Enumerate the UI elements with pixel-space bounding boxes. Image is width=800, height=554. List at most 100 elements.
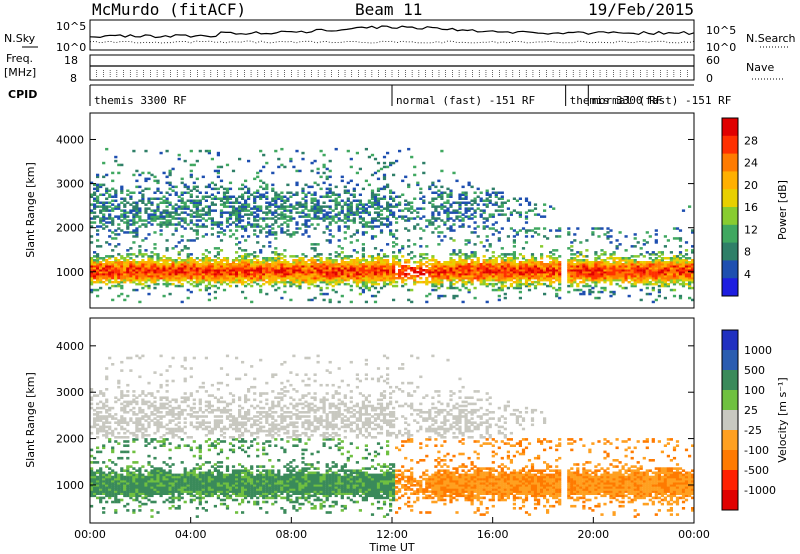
data-cell: [349, 157, 353, 161]
data-cell: [304, 274, 308, 278]
data-cell: [183, 261, 187, 264]
data-cell: [470, 251, 474, 254]
data-cell: [114, 509, 118, 512]
data-cell: [443, 265, 447, 268]
data-cell: [691, 269, 695, 272]
data-cell: [301, 215, 305, 218]
data-cell: [352, 249, 356, 252]
data-cell: [654, 272, 658, 276]
data-cell: [280, 231, 284, 234]
data-cell: [328, 175, 332, 179]
data-cell: [367, 221, 371, 224]
data-cell: [319, 272, 323, 276]
data-cell: [555, 263, 559, 266]
data-cell: [434, 197, 438, 200]
data-cell: [479, 213, 483, 216]
data-cell: [210, 272, 214, 276]
data-cell: [431, 257, 435, 260]
data-cell: [503, 255, 507, 258]
data-cell: [364, 286, 368, 290]
data-cell: [108, 235, 112, 238]
data-cell: [600, 261, 604, 264]
data-cell: [675, 272, 680, 276]
data-cell: [117, 253, 121, 256]
data-cell: [141, 282, 145, 286]
data-cell: [274, 149, 278, 153]
data-cell: [198, 203, 202, 206]
data-cell: [524, 221, 529, 224]
data-cell: [123, 263, 127, 266]
data-cell: [117, 259, 121, 262]
data-cell: [102, 473, 106, 477]
data-cell: [500, 288, 504, 292]
data-cell: [105, 276, 109, 280]
data-cell: [304, 219, 308, 222]
data-cell: [301, 278, 305, 282]
data-cell: [156, 278, 160, 282]
data-cell: [235, 243, 239, 246]
data-cell: [168, 272, 172, 276]
data-cell: [111, 274, 115, 278]
data-cell: [352, 269, 356, 272]
data-cell: [90, 225, 94, 228]
data-cell: [340, 265, 344, 268]
data-cell: [298, 272, 302, 276]
data-cell: [90, 263, 94, 266]
data-cell: [135, 261, 139, 264]
data-cell: [443, 267, 447, 270]
data-cell: [111, 195, 115, 198]
data-cell: [543, 215, 547, 218]
data-cell: [114, 278, 118, 282]
data-cell: [615, 239, 619, 242]
data-cell: [102, 429, 106, 433]
data-cell: [213, 284, 217, 288]
data-cell: [395, 195, 399, 198]
data-cell: [280, 276, 284, 280]
data-cell: [527, 269, 532, 272]
data-cell: [90, 181, 94, 185]
data-cell: [361, 278, 365, 282]
data-cell: [141, 197, 145, 200]
data-cell: [322, 165, 326, 169]
data-cell: [449, 205, 453, 208]
data-cell: [642, 272, 646, 276]
data-cell: [352, 272, 356, 276]
data-cell: [183, 203, 187, 206]
data-cell: [494, 257, 498, 260]
data-cell: [678, 294, 683, 298]
data-cell: [201, 274, 205, 278]
data-cell: [382, 207, 387, 210]
data-cell: [666, 274, 670, 278]
data-cell: [428, 274, 432, 278]
data-cell: [392, 213, 396, 216]
data-cell: [213, 223, 217, 226]
data-cell: [99, 205, 103, 208]
data-cell: [376, 187, 381, 191]
data-cell: [431, 288, 435, 292]
data-cell: [93, 461, 97, 464]
data-cell: [307, 263, 311, 266]
data-cell: [449, 269, 453, 272]
data-cell: [509, 263, 513, 266]
data-cell: [241, 263, 245, 266]
data-cell: [624, 274, 628, 278]
data-cell: [283, 284, 287, 288]
data-cell: [334, 201, 338, 204]
data-cell: [150, 213, 154, 216]
data-cell: [111, 263, 115, 266]
data-cell: [280, 213, 284, 216]
data-cell: [304, 276, 308, 280]
data-cell: [624, 259, 628, 262]
data-cell: [219, 179, 224, 183]
data-cell: [189, 276, 193, 280]
data-cell: [168, 221, 172, 224]
data-cell: [627, 272, 631, 276]
data-cell: [135, 276, 139, 280]
data-cell: [111, 223, 115, 226]
data-cell: [153, 280, 157, 284]
data-cell: [225, 282, 230, 286]
data-cell: [186, 257, 190, 260]
data-cell: [93, 269, 97, 272]
data-cell: [337, 265, 341, 268]
data-cell: [630, 261, 634, 264]
